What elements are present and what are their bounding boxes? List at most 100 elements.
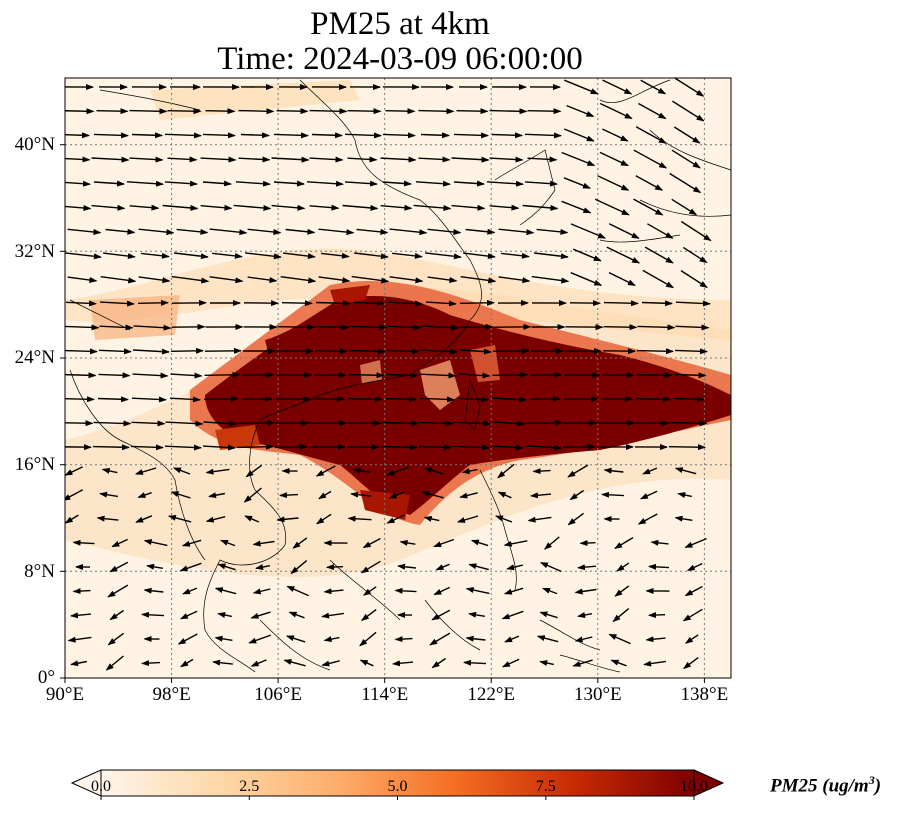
wind-arrow <box>394 587 417 594</box>
wind-arrow <box>135 515 153 523</box>
wind-arrow <box>389 228 428 236</box>
wind-arrow <box>645 636 666 643</box>
wind-arrow <box>633 198 664 216</box>
map-title: PM25 at 4km <box>310 6 490 42</box>
wind-arrow <box>129 204 160 211</box>
wind-arrow <box>381 420 420 427</box>
wind-arrow <box>173 467 191 475</box>
wind-arrow <box>109 561 129 573</box>
wind-arrow <box>356 228 389 235</box>
wind-arrow <box>237 419 276 426</box>
wind-arrow <box>637 513 658 525</box>
wind-arrow <box>321 660 340 667</box>
wind-arrow <box>171 275 210 284</box>
wind-arrow <box>105 228 136 235</box>
wind-arrow <box>382 180 412 187</box>
wind-arrow <box>129 108 168 115</box>
wind-arrow <box>283 659 306 667</box>
lon-tick-label: 106°E <box>254 684 302 705</box>
wind-arrow <box>126 180 164 187</box>
wind-arrow <box>209 228 248 236</box>
wind-arrow <box>561 200 592 214</box>
lon-tick-label: 98°E <box>152 684 191 705</box>
wind-arrow <box>109 609 124 621</box>
wind-arrow <box>105 655 124 671</box>
lat-tick-label: 24°N <box>14 347 55 368</box>
wind-arrow <box>351 275 390 284</box>
wind-arrow <box>610 659 627 667</box>
wind-arrow <box>174 252 209 260</box>
wind-arrow <box>283 252 316 260</box>
wind-arrow <box>285 635 306 643</box>
wind-arrow <box>394 636 413 643</box>
wind-arrow <box>577 564 597 571</box>
wind-arrow <box>326 564 344 571</box>
wind-arrow <box>318 276 351 284</box>
lon-tick-label: 138°E <box>680 684 729 705</box>
wind-arrow <box>65 420 94 427</box>
wind-arrow <box>603 324 638 331</box>
wind-arrow <box>247 228 282 235</box>
wind-arrow <box>103 252 136 260</box>
wind-arrow <box>179 562 202 572</box>
wind-arrow <box>423 467 444 475</box>
wind-arrow <box>240 132 270 139</box>
wind-arrow <box>99 300 135 307</box>
wind-arrow <box>134 467 157 475</box>
wind-arrow <box>671 198 698 216</box>
wind-arrow <box>205 516 226 523</box>
wind-arrow <box>486 180 524 187</box>
wind-arrow <box>362 537 381 549</box>
wind-arrow <box>247 276 278 283</box>
wind-arrow <box>181 539 202 547</box>
wind-arrow <box>675 300 711 307</box>
wind-arrow <box>65 180 91 187</box>
wind-arrow <box>362 586 377 596</box>
wind-arrow <box>167 108 202 115</box>
wind-arrow <box>65 348 98 355</box>
wind-arrow <box>354 252 389 260</box>
wind-arrow <box>99 491 119 498</box>
wind-arrow <box>498 276 531 284</box>
wind-arrow <box>635 175 664 191</box>
wind-arrow <box>539 611 558 619</box>
wind-arrow <box>563 128 595 142</box>
wind-arrow <box>570 223 607 239</box>
wind-arrow <box>143 587 164 594</box>
wind-arrow <box>65 324 100 331</box>
wind-arrow <box>277 324 316 331</box>
wind-arrow <box>594 198 630 216</box>
wind-arrow <box>385 108 416 115</box>
wind-arrow <box>380 444 418 451</box>
wind-arrow <box>638 102 667 120</box>
wind-arrow <box>458 348 492 355</box>
wind-arrow <box>602 79 633 95</box>
wind-arrow <box>425 300 457 307</box>
wind-arrow <box>306 180 344 187</box>
wind-arrow <box>347 156 378 163</box>
wind-arrow <box>616 562 630 572</box>
colorbar <box>70 769 725 800</box>
wind-arrow <box>491 396 527 403</box>
wind-arrow <box>65 489 84 501</box>
wind-arrow <box>387 300 423 307</box>
wind-arrow <box>386 372 419 379</box>
wind-arrow <box>344 180 378 187</box>
wind-arrow <box>672 100 705 122</box>
wind-arrow <box>350 491 371 498</box>
wind-arrow <box>137 492 152 498</box>
wind-arrow <box>359 631 377 647</box>
wind-arrow <box>418 444 452 451</box>
wind-arrow <box>212 252 243 259</box>
wind-arrow <box>353 300 385 307</box>
wind-arrow <box>561 151 596 167</box>
wind-arrow <box>318 490 332 500</box>
wind-arrow <box>286 585 309 597</box>
wind-arrow <box>501 610 524 620</box>
wind-arrow <box>673 126 701 144</box>
wind-arrow <box>431 657 446 669</box>
wind-arrow <box>255 564 271 570</box>
wind-arrow <box>399 539 416 546</box>
pm25-map <box>60 77 732 683</box>
wind-arrow <box>288 611 305 619</box>
